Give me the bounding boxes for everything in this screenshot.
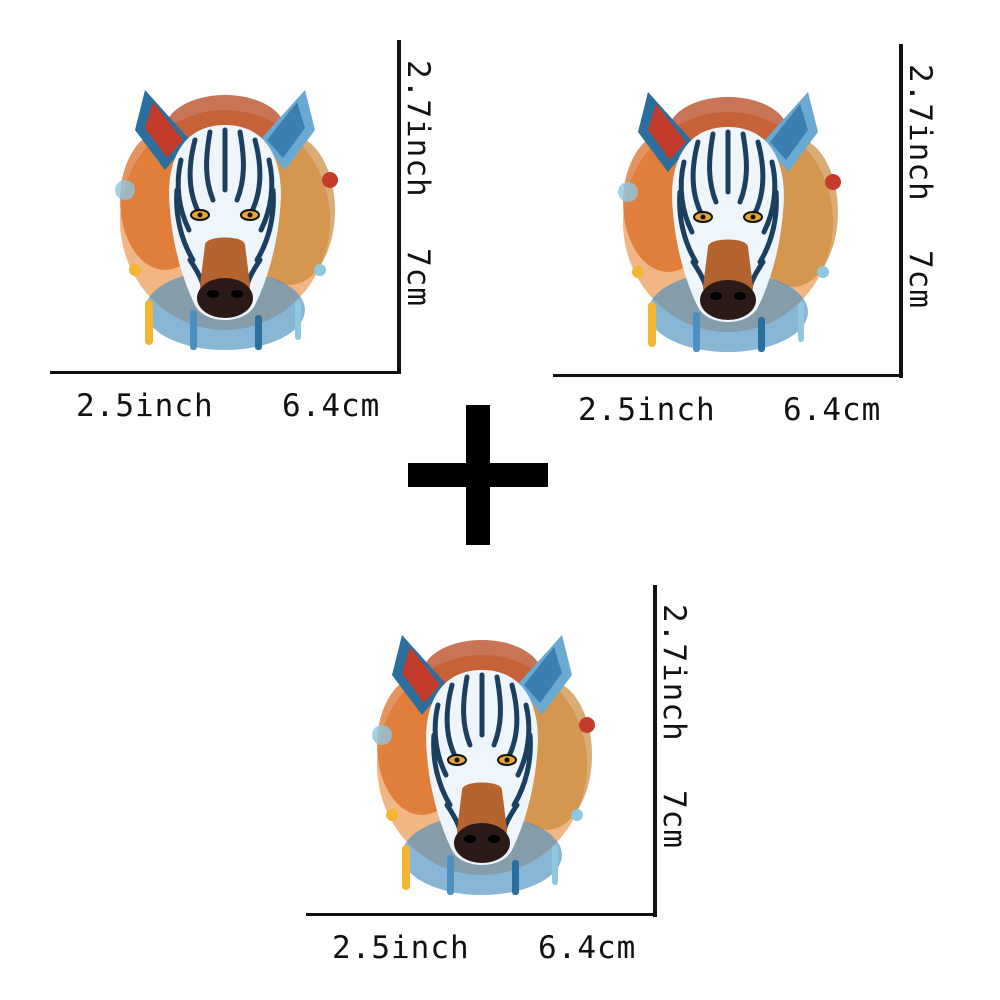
height-dimension-line	[899, 44, 903, 378]
width-cm-label: 6.4cm	[538, 930, 637, 966]
width-inch-label: 2.5inch	[578, 392, 716, 428]
height-inch-label: 2.7inch	[400, 60, 436, 198]
height-cm-label: 7cm	[902, 250, 938, 309]
height-dimension-line	[653, 585, 657, 917]
width-dimension-line	[553, 374, 903, 377]
width-dimension-line	[306, 913, 657, 916]
width-inch-label: 2.5inch	[332, 930, 470, 966]
width-dimension-line	[50, 371, 401, 374]
width-inch-label: 2.5inch	[76, 388, 214, 424]
height-inch-label: 2.7inch	[656, 604, 692, 742]
zebra-sticker-image	[608, 72, 848, 362]
width-cm-label: 6.4cm	[282, 388, 381, 424]
height-cm-label: 7cm	[656, 790, 692, 849]
height-dimension-line	[397, 40, 401, 374]
height-inch-label: 2.7inch	[902, 64, 938, 202]
zebra-sticker-image	[362, 615, 602, 905]
zebra-sticker-image	[105, 70, 345, 360]
plus-icon	[408, 405, 548, 545]
height-cm-label: 7cm	[400, 248, 436, 307]
width-cm-label: 6.4cm	[783, 392, 882, 428]
